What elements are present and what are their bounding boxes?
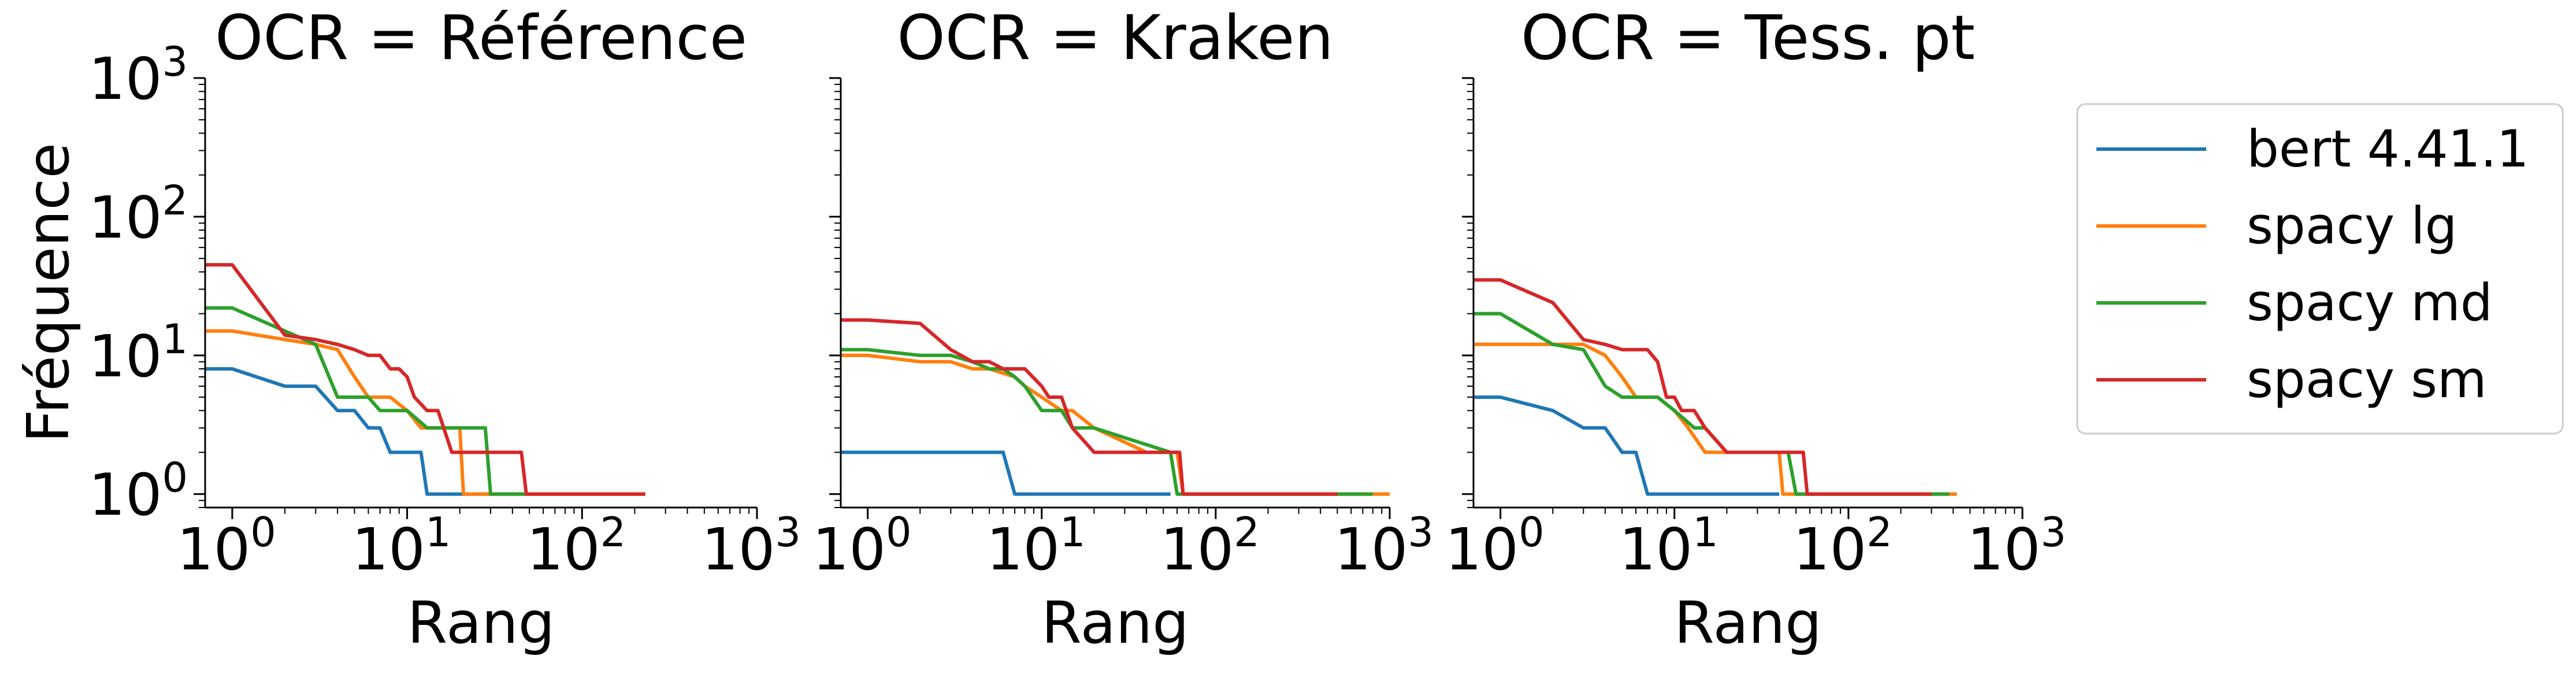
x-tick-label: 100 <box>1445 509 1545 583</box>
x-axis-label: Rang <box>1041 589 1189 657</box>
x-tick-label: 103 <box>1967 509 2066 583</box>
series-line-2 <box>205 329 645 496</box>
series-line-4 <box>841 318 1338 496</box>
legend-label: spacy lg <box>2247 196 2457 255</box>
x-tick-label: 102 <box>1160 509 1260 583</box>
x-tick-label: 101 <box>986 509 1086 583</box>
y-tick-label: 100 <box>88 454 188 529</box>
legend-label: bert 4.41.1 <box>2247 119 2529 179</box>
legend-label: spacy md <box>2247 273 2493 332</box>
y-tick-label: 103 <box>88 38 188 113</box>
legend: bert 4.41.1 spacy lg spacy md spacy sm <box>2076 103 2564 435</box>
x-tick-label: 102 <box>1793 509 1892 583</box>
x-tick-label: 103 <box>1334 509 1434 583</box>
panel-1: OCR = Référence 100 101 102 103 Rang 100 101 102… <box>14 2 801 657</box>
series-line-2 <box>841 353 1390 496</box>
x-axis-label: Rang <box>1674 589 1821 657</box>
panel-3: OCR = Tess. pt 100 101 102 103 Rang <box>1445 2 2066 657</box>
legend-entry: spacy lg <box>2096 196 2457 255</box>
series-line-4 <box>1473 278 1932 496</box>
legend-entry: bert 4.41.1 <box>2096 119 2529 179</box>
series-line-3 <box>1473 312 1950 496</box>
panel-2: OCR = Kraken 100 101 102 103 Rang <box>812 2 1434 657</box>
panel-title: OCR = Tess. pt <box>1521 2 1975 73</box>
series-line-1 <box>205 367 491 496</box>
legend-label: spacy sm <box>2247 350 2487 409</box>
y-tick-label: 101 <box>88 316 188 390</box>
x-tick-label: 100 <box>177 509 276 583</box>
legend-entry: spacy sm <box>2096 350 2487 409</box>
series-line-1 <box>841 450 1171 496</box>
x-tick-label: 100 <box>812 509 912 583</box>
panel-title: OCR = Référence <box>215 2 747 73</box>
x-tick-label: 101 <box>352 509 451 583</box>
panel-title: OCR = Kraken <box>897 2 1333 73</box>
series-line-4 <box>205 263 645 496</box>
series-line-3 <box>841 347 1373 496</box>
series-line-1 <box>1473 395 1780 496</box>
x-tick-label: 102 <box>526 509 626 583</box>
x-tick-label: 103 <box>701 509 801 583</box>
x-axis-label: Rang <box>407 589 555 657</box>
series-line-2 <box>1473 342 1957 496</box>
x-tick-label: 101 <box>1619 509 1718 583</box>
legend-entry: spacy md <box>2096 273 2493 332</box>
y-axis-label: Fréquence <box>14 143 82 443</box>
y-tick-label: 102 <box>88 177 188 251</box>
legend-frame <box>2076 103 2564 435</box>
